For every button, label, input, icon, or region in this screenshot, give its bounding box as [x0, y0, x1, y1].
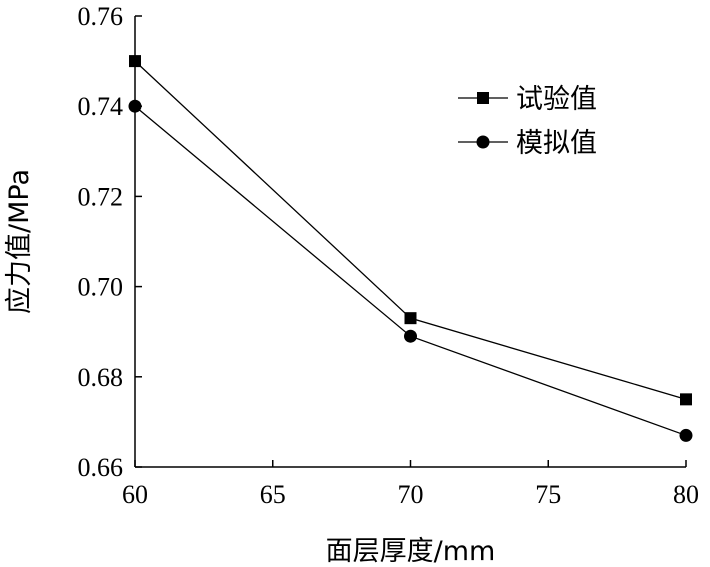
x-tick-label: 65 — [260, 480, 286, 509]
legend-label: 试验值 — [516, 84, 597, 115]
x-axis-label: 面层厚度/mm — [326, 536, 496, 567]
data-point — [404, 312, 417, 325]
legend-marker — [476, 135, 490, 149]
y-tick-label: 0.66 — [78, 453, 124, 482]
x-axis-ticks: 60 65 70 75 80 — [122, 460, 699, 509]
x-tick-label: 60 — [122, 480, 148, 509]
legend-entry: 试验值 — [458, 84, 597, 115]
x-tick-label: 75 — [535, 480, 561, 509]
legend-entry: 模拟值 — [458, 128, 597, 159]
data-point — [129, 55, 141, 68]
y-tick-label: 0.68 — [78, 363, 124, 392]
series-line — [134, 105, 687, 437]
chart-axes — [134, 16, 686, 468]
series-line — [134, 60, 687, 400]
y-tick-label: 0.76 — [78, 2, 124, 31]
y-axis-label: 应力值/MPa — [4, 169, 35, 314]
y-tick-label: 0.72 — [78, 182, 124, 211]
chart-series — [128, 55, 693, 442]
data-point — [404, 329, 417, 343]
y-tick-label: 0.74 — [78, 92, 124, 121]
x-tick-label: 70 — [398, 480, 424, 509]
legend-marker — [477, 92, 489, 104]
x-tick-label: 80 — [673, 480, 699, 509]
y-tick-label: 0.70 — [78, 273, 124, 302]
series-1 — [129, 55, 692, 406]
data-point — [128, 99, 142, 113]
y-axis-ticks: 0.66 0.68 0.70 0.72 0.74 0.76 — [78, 2, 142, 482]
series-2 — [128, 99, 693, 442]
data-point — [680, 393, 692, 406]
data-point — [679, 428, 693, 442]
legend-label: 模拟值 — [516, 128, 597, 159]
